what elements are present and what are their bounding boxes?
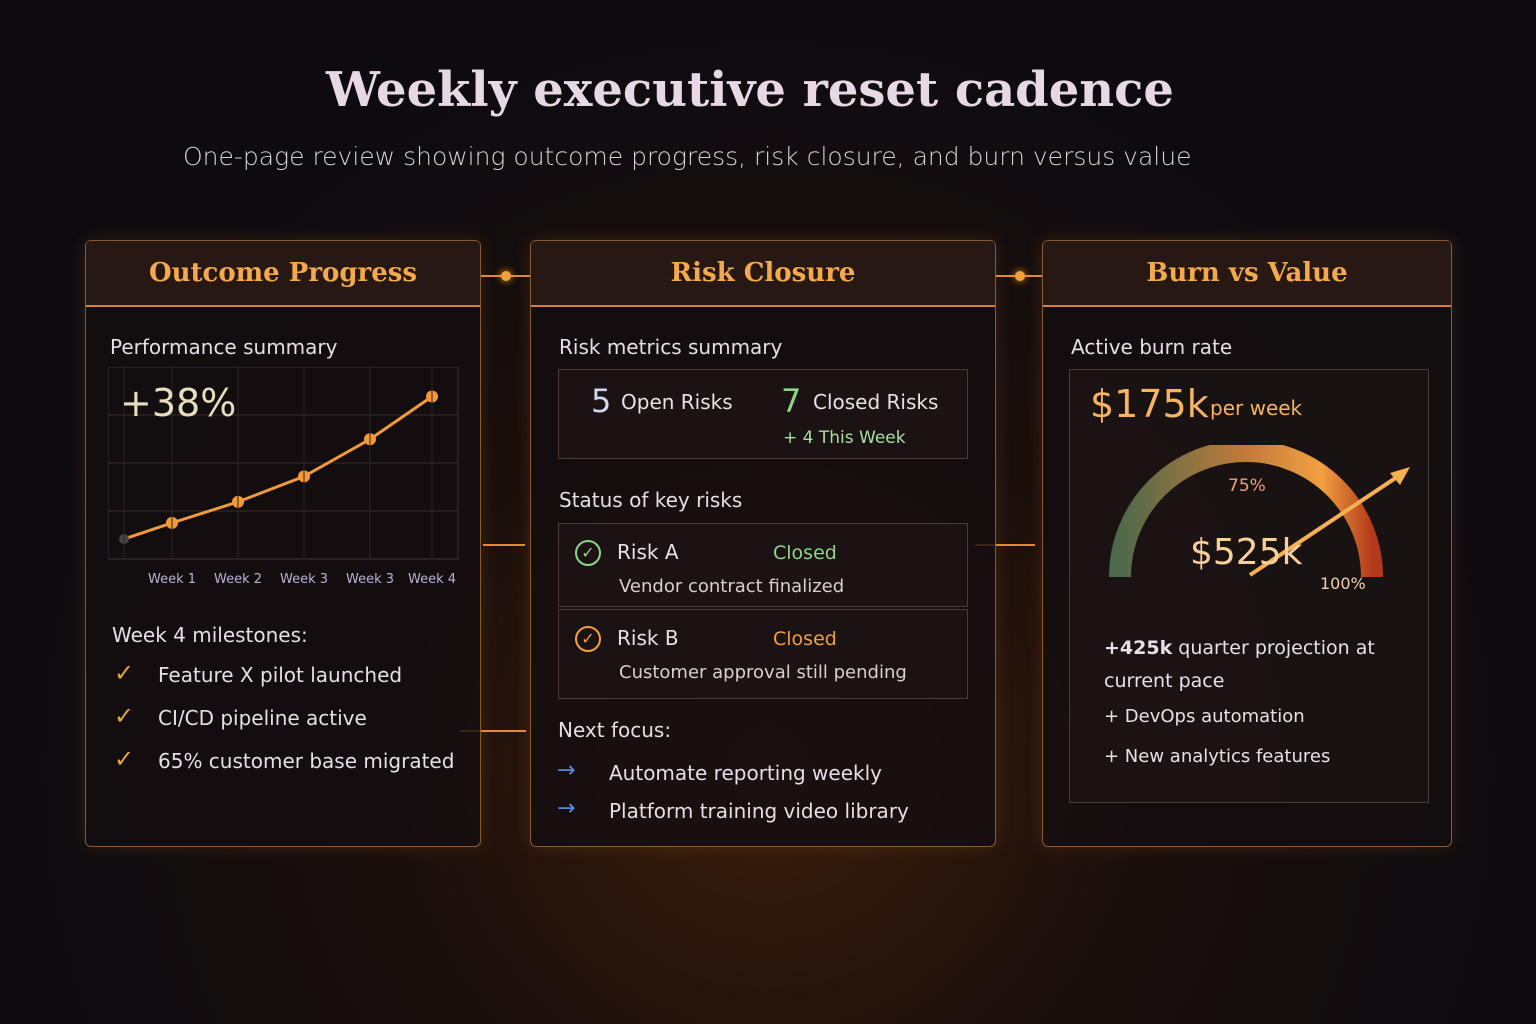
- burn-bullet: + DevOps automation: [1104, 706, 1305, 727]
- arrow-connector: [460, 730, 526, 732]
- projection-description: quarter projection at current pace: [1104, 637, 1375, 692]
- panel-header: Outcome Progress: [86, 241, 480, 307]
- arrow-head-icon: [1390, 467, 1410, 485]
- panel-header: Burn vs Value: [1043, 241, 1451, 307]
- page-title: Weekly executive reset cadence: [326, 62, 1174, 118]
- risk-item: ✓ Risk A Closed Vendor contract finalized: [558, 523, 968, 607]
- check-icon: ✓: [114, 659, 135, 687]
- closed-count: 7: [781, 382, 802, 420]
- check-icon: ✓: [114, 745, 135, 773]
- status-label: Status of key risks: [559, 488, 743, 512]
- open-label: Open Risks: [621, 390, 733, 414]
- burn-gauge: [1109, 445, 1410, 578]
- projection-value: +425k: [1104, 637, 1173, 659]
- next-focus-item: Automate reporting weekly: [609, 761, 882, 785]
- burn-box: $175k per week 75% $525k 100% +425k quar…: [1069, 369, 1429, 803]
- burn-rate-label: Active burn rate: [1071, 335, 1233, 359]
- gauge-value: $525k: [1190, 532, 1303, 573]
- gauge-75-label: 75%: [1228, 476, 1266, 496]
- x-tick-label: Week 4: [408, 572, 456, 587]
- risk-metrics-box: 5 Open Risks 7 Closed Risks + 4 This Wee…: [558, 369, 968, 459]
- connector-dot: [501, 271, 511, 281]
- risk-status: Closed: [773, 628, 837, 650]
- risk-item: ✓ Risk B Closed Customer approval still pen…: [558, 609, 968, 699]
- milestone-item: CI/CD pipeline active: [158, 706, 367, 730]
- connector-dot: [1015, 271, 1025, 281]
- check-icon: ✓: [114, 702, 135, 730]
- milestones-label: Week 4 milestones:: [112, 623, 308, 647]
- outcome-progress-panel: Outcome Progress Performance summary Wee…: [85, 240, 481, 847]
- risk-detail: Vendor contract finalized: [619, 576, 845, 597]
- headline-metric: +38%: [120, 381, 237, 425]
- arrow-connector: [483, 544, 525, 546]
- summary-label: Risk metrics summary: [559, 335, 783, 359]
- risk-name: Risk A: [617, 540, 679, 564]
- x-tick-label: Week 2: [214, 572, 262, 587]
- open-count: 5: [591, 382, 612, 420]
- milestone-item: 65% customer base migrated: [158, 749, 455, 773]
- arrow-right-icon: →: [557, 796, 576, 821]
- risk-detail: Customer approval still pending: [619, 662, 907, 683]
- x-tick-label: Week 3: [280, 572, 328, 587]
- check-circle-icon: ✓: [575, 540, 601, 566]
- summary-label: Performance summary: [110, 335, 338, 359]
- next-focus-label: Next focus:: [558, 718, 672, 742]
- page-subtitle: One-page review showing outcome progress…: [183, 142, 1192, 171]
- risk-status: Closed: [773, 542, 837, 564]
- risk-closure-panel: Risk Closure Risk metrics summary 5 Open…: [530, 240, 996, 847]
- burn-vs-value-panel: Burn vs Value Active burn rate $175k per…: [1042, 240, 1452, 847]
- closed-label: Closed Risks: [813, 390, 939, 414]
- arrow-connector: [975, 544, 1035, 546]
- check-circle-icon: ✓: [575, 626, 601, 652]
- milestone-item: Feature X pilot launched: [158, 663, 403, 687]
- arrow-right-icon: →: [557, 758, 576, 783]
- series-line: [123, 395, 433, 541]
- burn-rate-unit: per week: [1210, 396, 1303, 420]
- x-tick-label: Week 3: [346, 572, 394, 587]
- x-tick-label: Week 1: [148, 572, 196, 587]
- risk-name: Risk B: [617, 626, 679, 650]
- this-week-count: + 4 This Week: [783, 428, 906, 448]
- next-focus-item: Platform training video library: [609, 799, 909, 823]
- projection-text: +425k quarter projection at current pace: [1104, 632, 1404, 698]
- gauge-100-label: 100%: [1320, 574, 1366, 593]
- gauge-trend-arrow: [1248, 473, 1402, 577]
- burn-bullet: + New analytics features: [1104, 746, 1331, 767]
- burn-rate-value: $175k: [1090, 382, 1209, 426]
- gauge-arc: [1109, 445, 1383, 578]
- performance-line-chart: Week 1 Week 2 Week 3 Week 3 Week 4: [108, 367, 459, 587]
- panel-header: Risk Closure: [531, 241, 995, 307]
